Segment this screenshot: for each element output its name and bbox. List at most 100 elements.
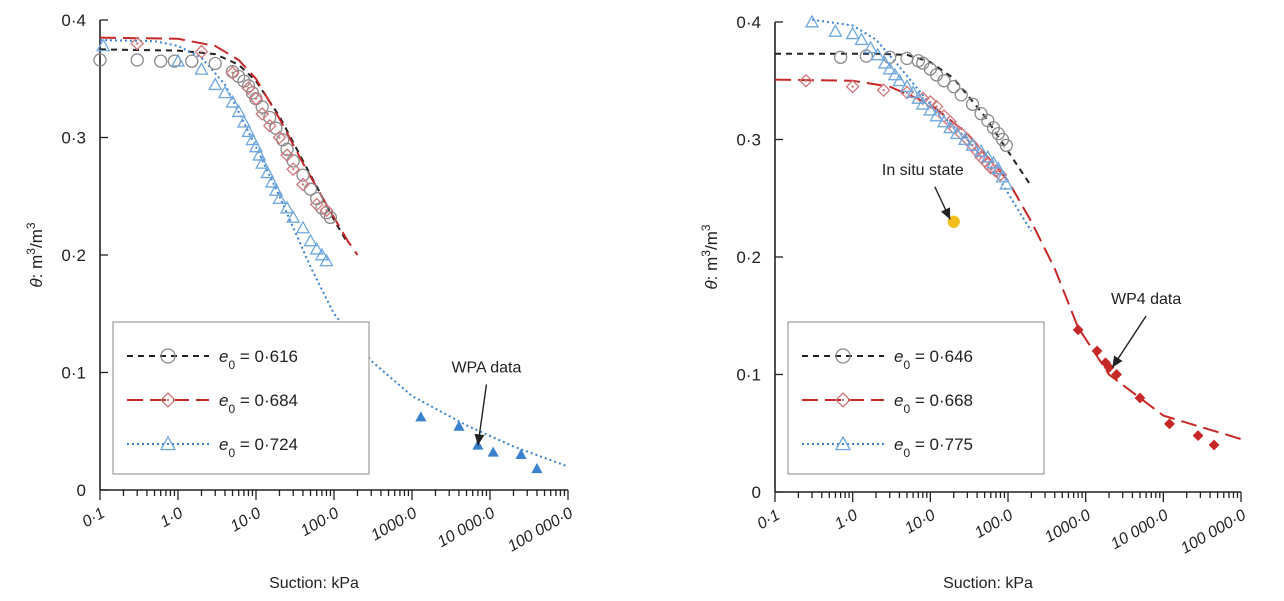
series-1-point bbox=[269, 121, 283, 135]
wp4-data-point bbox=[1072, 324, 1084, 336]
series-3-point bbox=[999, 176, 1014, 190]
legend-label-2: e0 = 0·684 bbox=[219, 391, 298, 416]
series-3-point bbox=[980, 149, 995, 163]
legend-value: = 0·724 bbox=[235, 435, 298, 454]
series-2-point-dot bbox=[247, 86, 250, 90]
series-3-point bbox=[995, 169, 1010, 183]
x-tick-label: 100·0 bbox=[972, 507, 1016, 542]
in-situ-state-point bbox=[947, 215, 960, 228]
series-2-point-dot bbox=[851, 85, 854, 88]
wpa-data-point bbox=[487, 446, 499, 457]
legend-subscript: 0 bbox=[903, 402, 910, 416]
x-tick-label: 100·0 bbox=[298, 505, 342, 540]
series-3-point bbox=[236, 114, 252, 128]
series-3-point bbox=[170, 53, 186, 67]
series-2-point-dot bbox=[260, 112, 264, 116]
legend-symbol: e bbox=[894, 347, 903, 366]
series-3-point bbox=[225, 94, 240, 108]
y-tick-label: 0·3 bbox=[736, 131, 761, 150]
series-2-point-dot bbox=[136, 42, 139, 45]
legend-marker-2-dot bbox=[841, 398, 845, 402]
series-3-point bbox=[279, 200, 295, 214]
series-2-point-dot bbox=[231, 71, 234, 75]
series-1-point bbox=[999, 138, 1013, 153]
legend-symbol: e bbox=[219, 391, 228, 410]
series-2-point bbox=[272, 130, 287, 145]
series-2-point-dot bbox=[254, 97, 258, 100]
series-3-point bbox=[887, 67, 903, 81]
series-3-point bbox=[245, 132, 260, 146]
series-2-point bbox=[194, 44, 209, 59]
y-tick-label: 0·2 bbox=[736, 248, 761, 267]
chart-2: 0 0·1 0·2 0·3 0·4 0·1 1·0 10·0 100·0 1000·0 10 000… bbox=[699, 13, 1249, 592]
series-2-point-dot bbox=[301, 183, 305, 186]
series-1-point bbox=[833, 50, 848, 64]
series-3-point bbox=[268, 183, 284, 196]
x-tick-label: 10·0 bbox=[902, 507, 938, 538]
series-2-point bbox=[798, 73, 813, 88]
wp4-data-point bbox=[1164, 418, 1175, 430]
x-tick-label: 1·0 bbox=[832, 507, 861, 533]
series-2-point bbox=[249, 91, 263, 106]
legend-value: = 0·684 bbox=[235, 391, 298, 410]
series-3-point bbox=[973, 143, 989, 157]
series-3-point bbox=[965, 138, 980, 151]
legend-label-1: e0 = 0·646 bbox=[894, 347, 973, 372]
series-1-point bbox=[965, 97, 980, 111]
wp4-data-point bbox=[1091, 345, 1103, 357]
legend-symbol: e bbox=[219, 347, 228, 366]
series-3-point bbox=[208, 77, 223, 91]
series-1-point bbox=[954, 88, 968, 102]
series-3-point bbox=[248, 139, 264, 153]
legend-value: = 0·616 bbox=[235, 347, 298, 366]
x-tick-label: 1·0 bbox=[157, 505, 186, 531]
x-tick-label: 10 000·0 bbox=[1108, 507, 1171, 553]
series-2-point bbox=[241, 81, 256, 96]
y-axis-title: θ: m3/m3 bbox=[699, 224, 721, 289]
series-3-point bbox=[194, 62, 209, 75]
series-1-point bbox=[900, 51, 914, 66]
series-3-point bbox=[295, 220, 311, 234]
series-3-point bbox=[905, 85, 921, 98]
series-2-point-dot bbox=[268, 124, 271, 127]
annotation-label: WP4 data bbox=[1111, 291, 1181, 308]
y-axis-title-symbol: θ bbox=[27, 278, 46, 288]
series-2-point-dot bbox=[285, 153, 289, 157]
series-3-point bbox=[845, 26, 860, 40]
series-3-point bbox=[882, 61, 897, 75]
series-3-point bbox=[272, 191, 287, 205]
wpa-data-point bbox=[531, 463, 543, 474]
wp4-data-point bbox=[1208, 439, 1220, 451]
series-3-point bbox=[854, 32, 869, 46]
wpa-data-point bbox=[515, 448, 527, 460]
x-tick-label: 1000·0 bbox=[1042, 507, 1094, 547]
annotation-arrow-head bbox=[940, 207, 951, 220]
wp4-data-point bbox=[1192, 430, 1204, 442]
wp4-data-point bbox=[1134, 392, 1146, 404]
legend-value: = 0·646 bbox=[910, 347, 973, 366]
legend-label-1: e0 = 0·616 bbox=[219, 347, 298, 372]
series-3-point bbox=[949, 126, 965, 140]
legend-label-3: e0 = 0·775 bbox=[894, 435, 973, 460]
series-2-point bbox=[262, 118, 277, 133]
y-tick-label: 0·3 bbox=[61, 129, 86, 148]
series-3-point bbox=[303, 233, 318, 247]
series-3-point bbox=[252, 147, 267, 161]
series-2-point-dot bbox=[292, 168, 295, 171]
legend-marker-3 bbox=[834, 435, 852, 451]
series-3-point bbox=[286, 210, 301, 223]
y-axis-title-sup2: 3 bbox=[24, 222, 38, 229]
series-2-point bbox=[929, 99, 944, 114]
series-2-point bbox=[965, 138, 980, 153]
series-3-point bbox=[943, 120, 958, 134]
y-axis-title-sup2: 3 bbox=[699, 224, 713, 231]
series-2-point bbox=[130, 36, 145, 51]
series-2-point bbox=[923, 94, 938, 109]
series-1-point bbox=[185, 54, 199, 68]
series-1-point bbox=[93, 53, 107, 67]
legend-marker-2-dot bbox=[166, 398, 170, 402]
series-3-point bbox=[255, 156, 270, 169]
series-3-point bbox=[986, 155, 1001, 169]
y-axis-title-mid: /m bbox=[27, 229, 46, 248]
